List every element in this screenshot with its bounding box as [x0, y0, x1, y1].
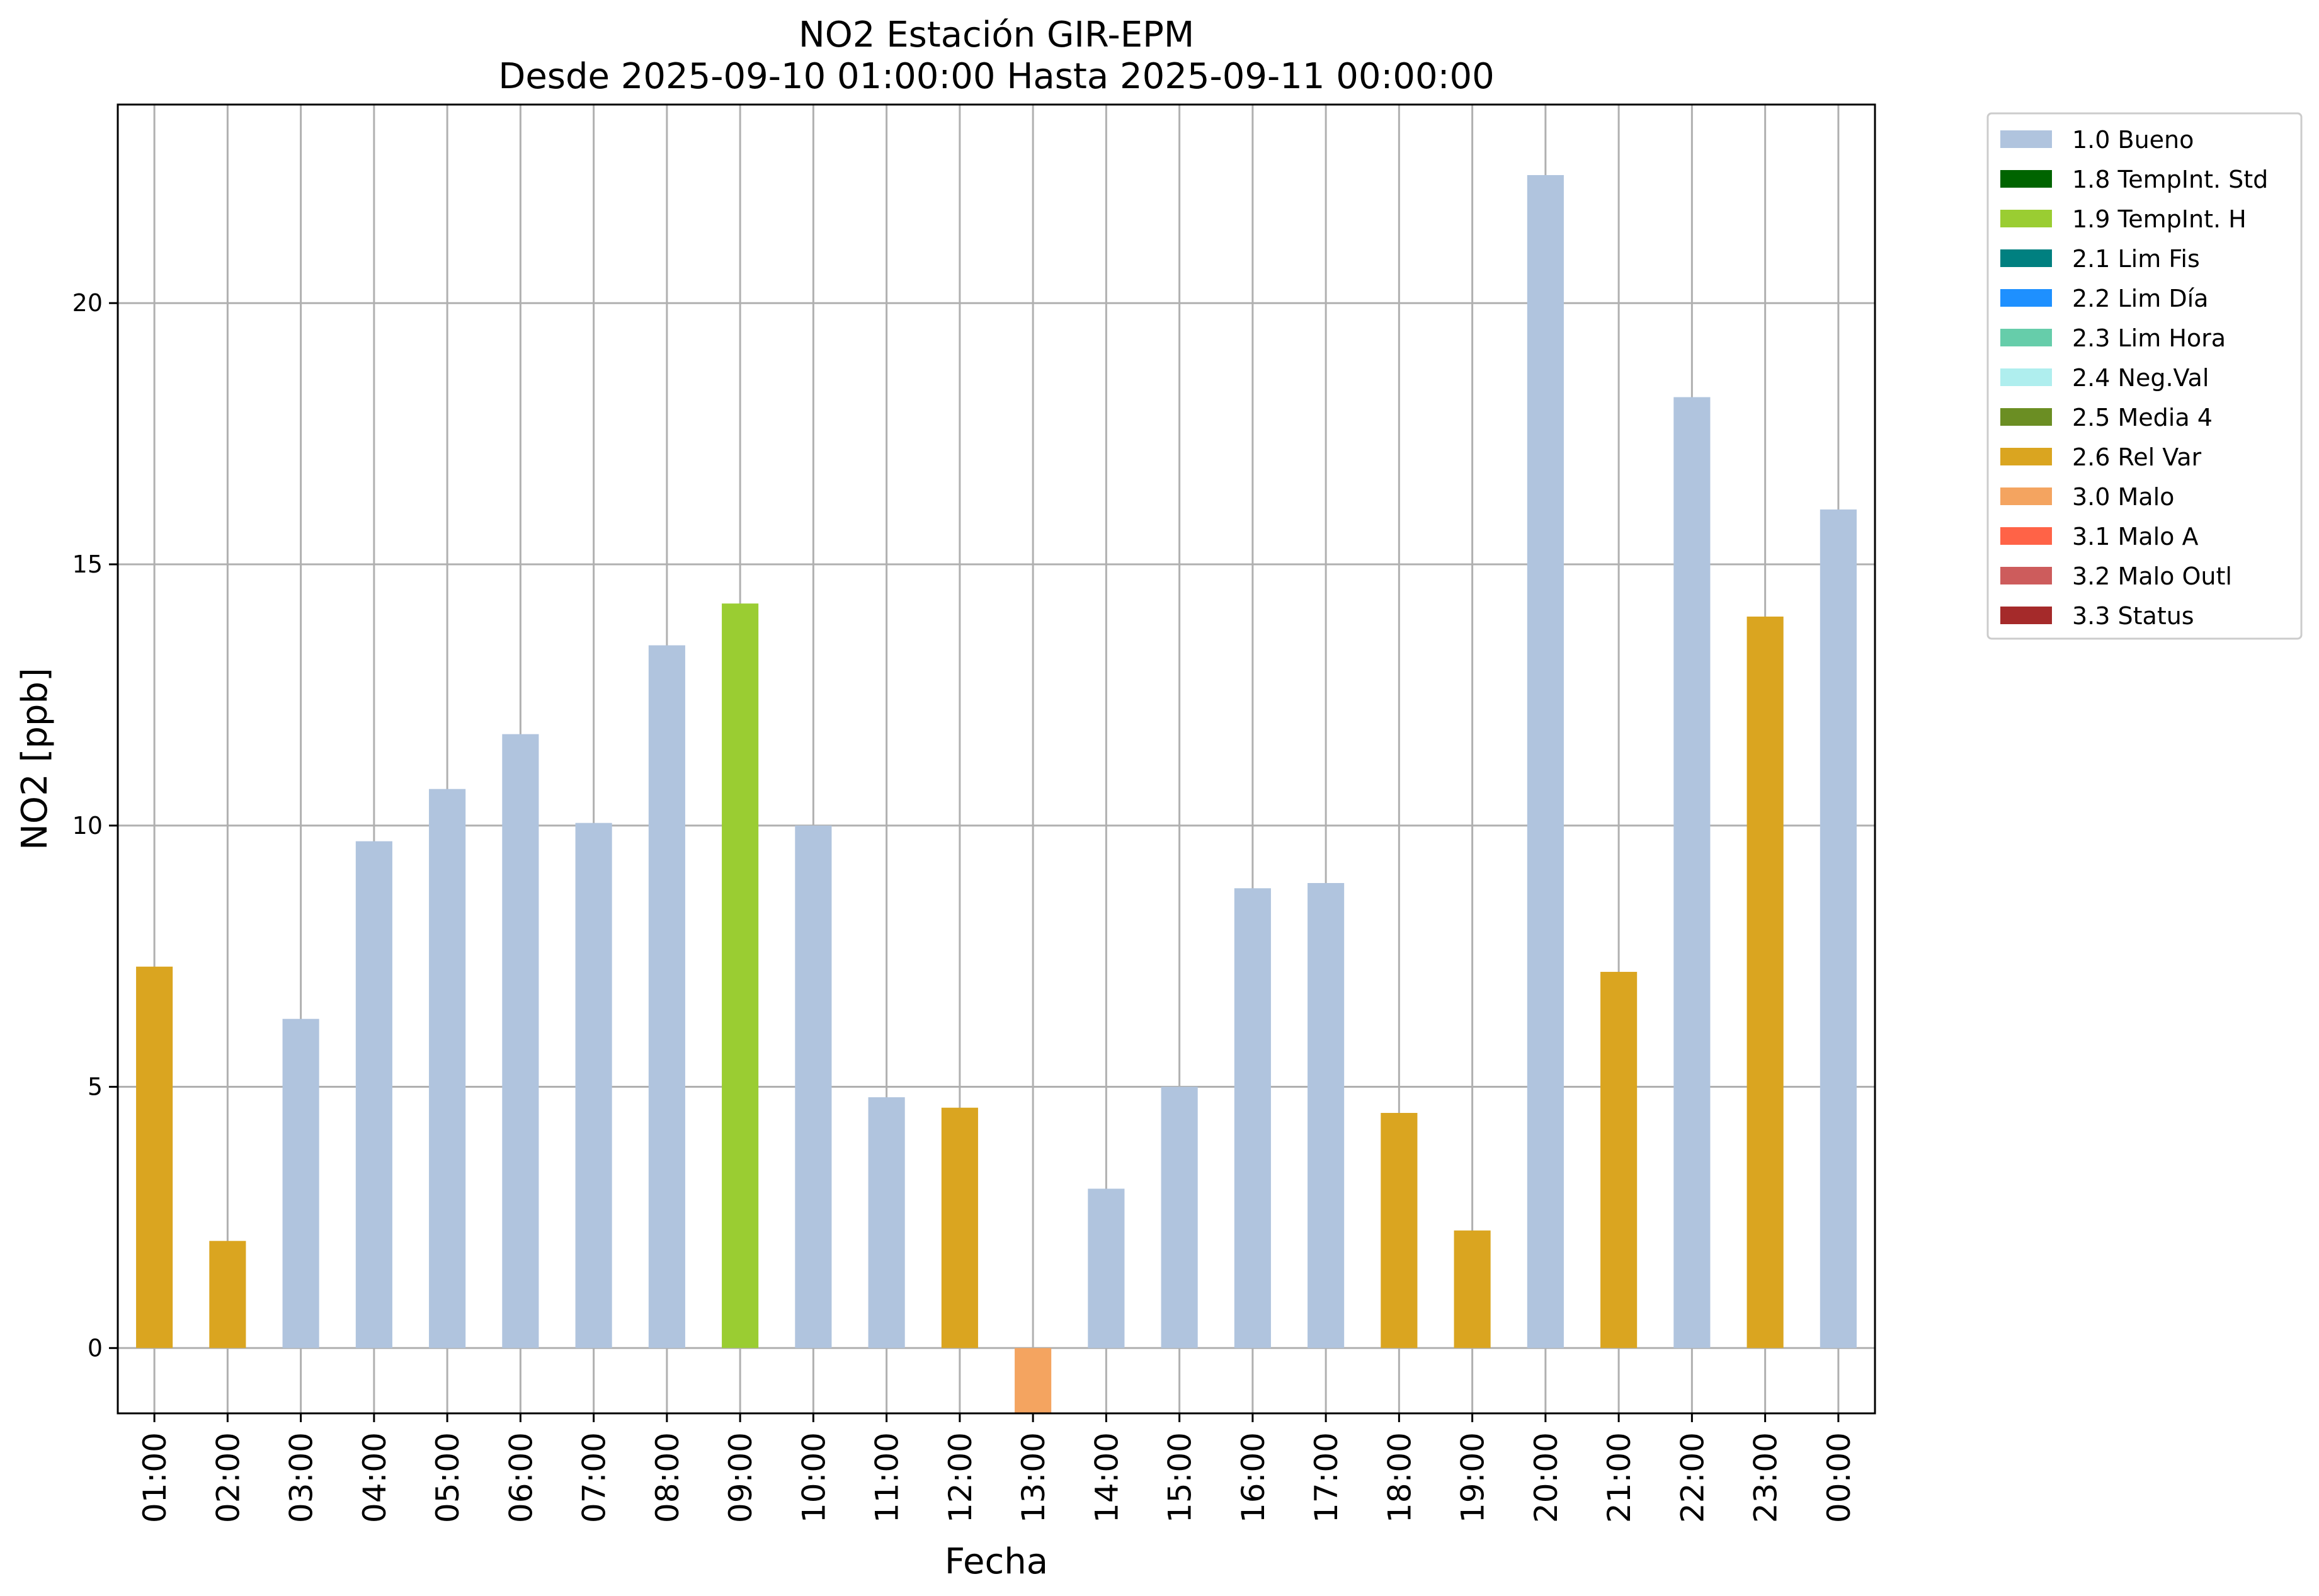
legend-label: 1.9 TempInt. H [2072, 205, 2247, 233]
x-tick-label: 07:00 [576, 1432, 613, 1523]
legend-label: 3.1 Malo A [2072, 523, 2198, 550]
legend-label: 2.6 Rel Var [2072, 443, 2202, 471]
y-tick-label: 15 [72, 550, 103, 578]
x-tick-label: 20:00 [1528, 1432, 1564, 1523]
bar-0700 [575, 823, 612, 1348]
legend-label: 3.2 Malo Outl [2072, 562, 2232, 590]
legend-swatch [2000, 448, 2052, 465]
x-tick-label: 18:00 [1381, 1432, 1418, 1523]
bar-1100 [868, 1097, 905, 1348]
x-tick-label: 01:00 [137, 1432, 173, 1523]
legend-swatch [2000, 408, 2052, 426]
x-tick-label: 04:00 [356, 1432, 393, 1523]
legend: 1.0 Bueno 1.8 TempInt. Std 1.9 TempInt. H 2… [1986, 112, 2303, 640]
bar-0400 [355, 841, 392, 1348]
bar-1900 [1454, 1230, 1491, 1348]
bar-1600 [1234, 888, 1271, 1348]
x-axis-ticks: 01:00 02:00 03:00 04:00 05:00 06:00 07:00 08:00… [137, 1413, 1857, 1523]
bar-0900 [722, 603, 759, 1348]
chart-subtitle: Desde 2025-09-10 01:00:00 Hasta 2025-09-… [498, 56, 1495, 97]
legend-swatch [2000, 487, 2052, 505]
legend-label: 3.0 Malo [2072, 483, 2174, 511]
x-tick-label: 13:00 [1015, 1432, 1052, 1523]
y-tick-label: 20 [72, 289, 103, 317]
y-axis-label: NO2 [ppb] [14, 668, 55, 850]
x-tick-label: 02:00 [210, 1432, 246, 1523]
chart-title: NO2 Estación GIR-EPM [799, 14, 1194, 55]
legend-swatch [2000, 289, 2052, 307]
x-tick-label: 14:00 [1088, 1432, 1125, 1523]
bars [136, 174, 1857, 1413]
bar-0100 [136, 966, 173, 1348]
legend-label: 2.1 Lim Fis [2072, 245, 2200, 273]
bar-2100 [1600, 972, 1638, 1348]
bar-0600 [502, 734, 539, 1348]
bar-0800 [648, 645, 685, 1348]
x-tick-label: 11:00 [869, 1432, 906, 1523]
x-tick-label: 09:00 [722, 1432, 759, 1523]
x-tick-label: 05:00 [430, 1432, 466, 1523]
bar-2200 [1673, 397, 1711, 1348]
bar-0200 [209, 1241, 246, 1348]
bar-0300 [282, 1018, 319, 1348]
x-tick-label: 22:00 [1674, 1432, 1711, 1523]
bar-2000 [1527, 174, 1564, 1348]
y-axis-ticks: 0 5 10 15 20 [72, 289, 118, 1362]
bar-1400 [1088, 1188, 1125, 1348]
legend-swatch [2000, 368, 2052, 386]
x-tick-label: 17:00 [1308, 1432, 1345, 1523]
x-tick-label: 16:00 [1235, 1432, 1272, 1523]
bar-1000 [795, 825, 832, 1348]
legend-label: 3.3 Status [2072, 602, 2194, 630]
plot-frame [117, 103, 1876, 1415]
bar-1300 [1015, 1348, 1052, 1413]
x-tick-label: 23:00 [1748, 1432, 1784, 1523]
legend-swatch [2000, 567, 2052, 584]
x-axis-label: Fecha [945, 1541, 1048, 1582]
legend-swatch [2000, 607, 2052, 624]
y-tick-label: 5 [88, 1073, 103, 1101]
legend-label: 1.0 Bueno [2072, 126, 2194, 154]
x-tick-label: 15:00 [1162, 1432, 1199, 1523]
legend-label: 1.8 TempInt. Std [2072, 166, 2268, 193]
x-tick-label: 03:00 [283, 1432, 320, 1523]
bar-1500 [1161, 1086, 1198, 1348]
x-tick-label: 06:00 [503, 1432, 539, 1523]
bar-1800 [1381, 1113, 1418, 1348]
x-tick-label: 10:00 [795, 1432, 832, 1523]
legend-label: 2.3 Lim Hora [2072, 324, 2226, 352]
legend-swatch [2000, 329, 2052, 346]
bar-1700 [1308, 883, 1345, 1348]
legend-label: 2.2 Lim Día [2072, 285, 2208, 312]
bar-0500 [429, 789, 466, 1348]
x-tick-label: 21:00 [1601, 1432, 1638, 1523]
x-tick-label: 12:00 [942, 1432, 979, 1523]
legend-frame [1986, 112, 2303, 640]
bar-0000 [1820, 509, 1857, 1348]
x-tick-label: 08:00 [649, 1432, 686, 1523]
legend-swatch [2000, 249, 2052, 267]
x-tick-label: 00:00 [1821, 1432, 1857, 1523]
y-tick-label: 0 [88, 1334, 103, 1362]
legend-label: 2.4 Neg.Val [2072, 364, 2209, 392]
legend-swatch [2000, 210, 2052, 227]
legend-swatch [2000, 527, 2052, 545]
legend-entries: 1.0 Bueno 1.8 TempInt. Std 1.9 TempInt. H 2… [2000, 126, 2268, 630]
x-tick-label: 19:00 [1455, 1432, 1491, 1523]
legend-swatch [2000, 130, 2052, 148]
y-tick-label: 10 [72, 812, 103, 840]
legend-swatch [2000, 170, 2052, 188]
legend-label: 2.5 Media 4 [2072, 404, 2213, 431]
bar-1200 [941, 1107, 978, 1348]
bar-2300 [1746, 616, 1784, 1348]
